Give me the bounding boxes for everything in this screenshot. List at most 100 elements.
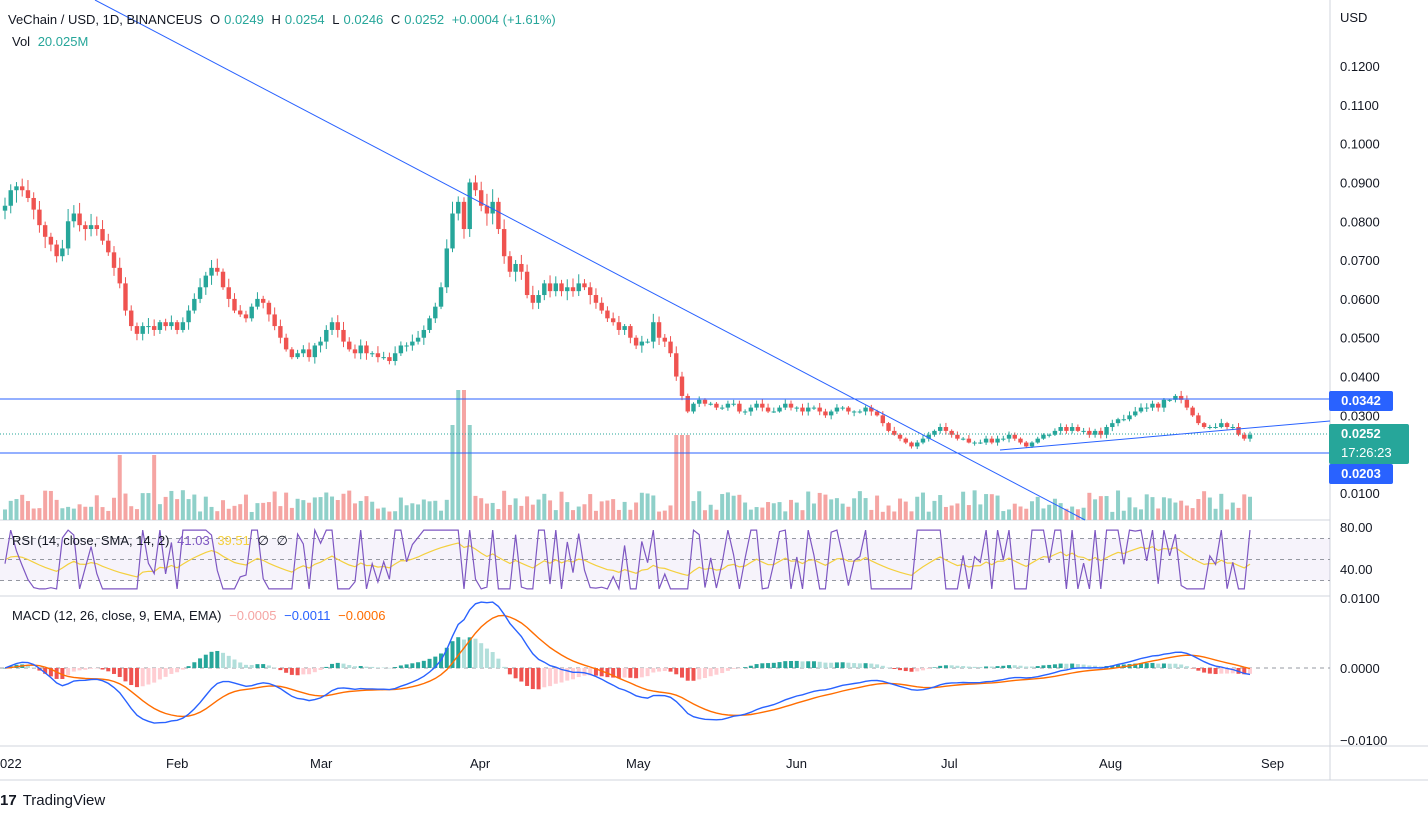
volume-bar [77,504,82,520]
macd-histogram-bar [1047,664,1052,668]
macd-histogram-bar [226,655,231,668]
rsi-legend: RSI (14, close, SMA, 14, 2) 41.03 39.51 … [12,533,288,548]
macd-histogram-bar [261,664,266,668]
volume-bar [203,496,208,520]
volume-bar [875,495,880,520]
candle-body [1121,419,1126,421]
volume-bar [616,509,621,520]
candle-body [714,403,719,408]
macd-histogram-bar [886,667,891,669]
axis-labels: 0.1200 0.1100 0.1000 0.0900 0.0800 0.0700 0.06… [0,59,1387,771]
volume-bar [553,510,558,520]
macd-histogram-bar [347,664,352,668]
volume-bar [1052,498,1057,520]
macd-histogram-bar [203,654,208,668]
candle-body [1224,423,1230,428]
candle-body [375,353,381,358]
candle-body [989,438,995,443]
candle-body [880,415,886,424]
candle-body [134,326,140,334]
volume-bar [748,509,753,520]
volume-bar [243,494,248,520]
candle-body [1052,430,1058,435]
volume-bar [54,499,59,520]
volume-value: 20.025M [37,34,89,49]
macd-histogram-bar [1156,663,1161,668]
volume-bar [467,425,472,520]
volume-bar [920,492,925,520]
candle-body [542,283,547,296]
volume-bar [48,490,53,520]
candle-body [1236,427,1241,435]
macd-histogram-bar [817,661,822,668]
candle-body [174,322,180,330]
candle-body [1075,427,1081,431]
candle-body [117,267,122,284]
macd-histogram-bar [553,668,558,684]
volume-bar [720,494,725,520]
macd-histogram-bar [1138,663,1143,668]
macd-histogram-bar [60,668,65,679]
volume-bar [146,493,151,520]
volume-bar [519,505,524,520]
macd-histogram-bar [375,667,380,668]
price-tick-label: 0.0800 [1340,214,1380,229]
candle-body [1092,430,1098,435]
candle-body [1242,434,1247,439]
volume-bar [186,499,191,520]
volume-bar [909,511,914,520]
volume-bar [915,496,920,520]
volume-bar [903,501,908,520]
candle-body [369,353,375,355]
volume-bar [312,497,317,520]
macd-histogram-bar [725,668,730,671]
volume-bar [456,390,461,520]
candle-body [1058,427,1063,431]
macd-histogram-bar [840,662,845,668]
candle-body [909,442,914,447]
macd-legend: MACD (12, 26, close, 9, EMA, EMA) −0.000… [12,608,390,623]
macd-histogram-bar [806,661,811,668]
macd-histogram-bar [318,668,323,670]
candle-body [203,275,209,288]
volume-bar [582,504,587,520]
macd-histogram-bar [920,668,925,671]
currency-label: USD [1340,10,1368,25]
candle-body [8,190,13,206]
macd-histogram-bar [622,668,627,678]
macd-histogram-bar [903,668,908,672]
volume-bar [416,504,421,520]
candle-body [484,205,490,214]
macd-histogram-bar [502,666,507,668]
volume-bar [180,490,185,520]
candle-body [88,225,94,230]
macd-histogram-bar [898,668,903,671]
volume-bar [1144,494,1149,520]
time-axis-label: Mar [310,756,333,771]
volume-bar [1064,508,1069,520]
volume-bar [152,455,157,520]
volume-bar [1207,497,1212,520]
tradingview-logo[interactable]: 17 TradingView [0,792,105,809]
time-axis-label: Sep [1261,756,1284,771]
macd-histogram-bar [1075,664,1080,668]
macd-histogram-bar [1225,668,1230,674]
macd-histogram-bar [473,638,478,668]
macd-histogram-bar [295,668,300,676]
volume-bar [565,502,570,520]
volume-bar [106,510,111,520]
price-tick-label: 0.1000 [1340,137,1380,152]
volume-bar [439,510,444,520]
time-axis-label: Aug [1099,756,1122,771]
resistance-price-tag: 0.0342 [1329,391,1393,411]
macd-histogram-bar [54,668,59,679]
macd-histogram-bar [1081,664,1086,668]
macd-histogram-bar [794,660,799,668]
volume-bar [559,491,564,520]
macd-histogram-bar [1007,665,1012,668]
macd-histogram-bar [766,663,771,668]
candle-body [220,271,226,288]
volume-bar [926,511,931,520]
volume-bar [708,504,713,520]
